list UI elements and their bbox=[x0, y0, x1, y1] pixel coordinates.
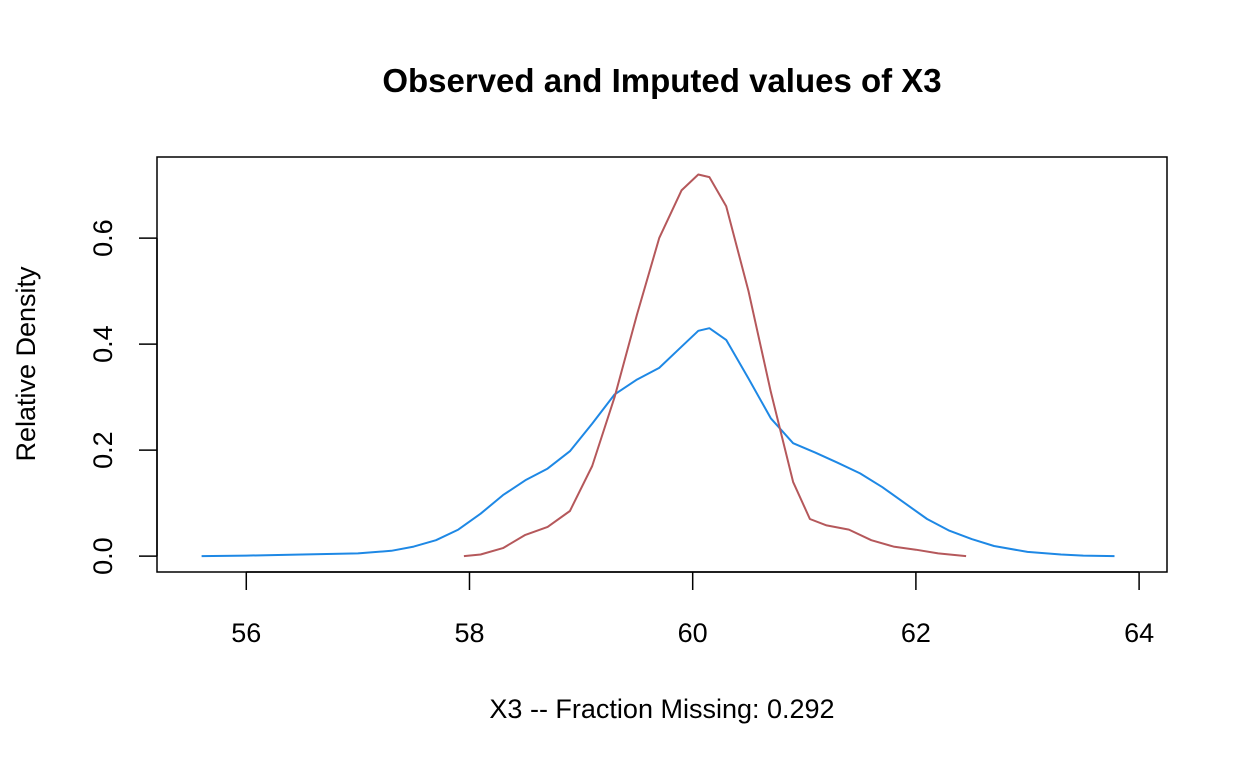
chart-title: Observed and Imputed values of X3 bbox=[382, 62, 941, 99]
y-tick-label: 0.4 bbox=[88, 325, 118, 363]
y-tick-label: 0.6 bbox=[88, 219, 118, 257]
x-tick-label: 56 bbox=[231, 618, 261, 648]
x-tick-label: 60 bbox=[678, 618, 708, 648]
y-axis-title: Relative Density bbox=[11, 266, 41, 462]
y-axis: 0.0 0.2 0.4 0.6 bbox=[88, 219, 158, 575]
x-tick-label: 58 bbox=[454, 618, 484, 648]
x-axis-title: X3 -- Fraction Missing: 0.292 bbox=[489, 694, 834, 724]
x-tick-label: 64 bbox=[1124, 618, 1154, 648]
y-tick-label: 0.2 bbox=[88, 431, 118, 469]
observed-density-line bbox=[201, 327, 1115, 558]
x-tick-label: 62 bbox=[901, 618, 931, 648]
x-axis: 56 58 60 62 64 bbox=[231, 571, 1154, 648]
series-layer bbox=[201, 173, 1115, 558]
y-tick-label: 0.0 bbox=[88, 537, 118, 575]
imputed-density-line bbox=[463, 173, 967, 558]
